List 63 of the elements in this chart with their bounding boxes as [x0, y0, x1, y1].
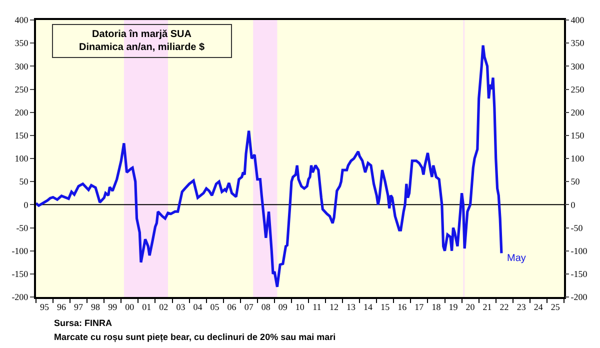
y2-tick-label: 50 — [570, 176, 580, 187]
x-tick-label: 12 — [330, 302, 339, 312]
x-tick-label: 09 — [278, 302, 288, 312]
y2-tick-label: 200 — [570, 107, 585, 118]
x-tick-label: 00 — [125, 302, 135, 312]
y2-tick-label: 0 — [570, 200, 576, 210]
y-tick-label: 150 — [14, 130, 29, 141]
y2-tick-label: 150 — [570, 130, 585, 141]
y-tick-label: -100 — [12, 246, 29, 256]
text: Sursa: FINRA — [54, 318, 113, 328]
x-tick-label: 14 — [364, 302, 374, 312]
line-series — [36, 44, 503, 288]
x-tick-label: 07 — [244, 302, 254, 312]
x-tick-label: 25 — [550, 302, 560, 312]
y2-tick-label: 250 — [570, 84, 585, 94]
x-tick-label: 97 — [74, 302, 84, 312]
y-tick-label: -150 — [12, 269, 29, 280]
y-tick-label: 350 — [14, 38, 29, 48]
y2-tick-label: 100 — [570, 154, 585, 164]
x-tick-label: 04 — [193, 302, 203, 312]
x-tick-label: 01 — [142, 302, 152, 312]
x-tick-label: 96 — [57, 302, 67, 312]
x-tick-label: 19 — [448, 302, 458, 312]
y-tick-label: 400 — [14, 15, 29, 26]
y-tick-label: 50 — [19, 176, 29, 187]
x-tick-label: 98 — [91, 302, 101, 312]
x-tick-label: 06 — [227, 302, 237, 312]
x-tick-label: 21 — [482, 302, 492, 312]
x-tick-label: 05 — [210, 302, 220, 312]
x-tick-label: 16 — [398, 302, 408, 312]
y-tick-label: 100 — [14, 154, 29, 164]
x-tick-label: 08 — [261, 302, 271, 312]
x-tick-label: 20 — [466, 302, 476, 312]
x-tick-label: 18 — [432, 302, 442, 312]
x-tick-label: 24 — [534, 302, 544, 312]
x-tick-label: 23 — [516, 302, 526, 312]
x-tick-label: 11 — [312, 302, 322, 312]
x-tick-label: 02 — [159, 302, 168, 312]
y-tick-label: 300 — [14, 61, 29, 72]
x-tick-label: 22 — [500, 302, 509, 312]
y2-tick-label: 400 — [570, 15, 585, 26]
y2-tick-label: -150 — [570, 269, 588, 280]
y2-tick-label: 300 — [570, 61, 585, 72]
y2-tick-label: 350 — [570, 38, 585, 48]
y-tick-label: 0 — [24, 200, 29, 210]
y-tick-label: 200 — [14, 107, 29, 118]
x-tick-label: 13 — [346, 302, 356, 312]
text: Datoria în marjă SUA — [92, 29, 192, 40]
y-tick-label: -200 — [12, 292, 29, 302]
text: Dinamica an/an, miliarde $ — [78, 42, 206, 53]
x-tick-label: 17 — [414, 302, 424, 312]
y-tick-label: 250 — [14, 84, 29, 94]
x-tick-label: 99 — [108, 302, 118, 312]
x-tick-label: 15 — [380, 302, 390, 312]
x-tick-label: 95 — [40, 302, 50, 312]
y2-tick-label: -50 — [570, 222, 584, 233]
x-tick-label: 03 — [176, 302, 186, 312]
y2-tick-label: -100 — [570, 246, 588, 256]
annotation: May — [507, 253, 526, 264]
y-tick-label: -50 — [16, 222, 29, 233]
text: Marcate cu roșu sunt piețe bear, cu declinuri de 20% sau mai mari — [54, 332, 336, 343]
x-tick-label: 10 — [295, 302, 305, 312]
y2-tick-label: -200 — [570, 292, 588, 302]
